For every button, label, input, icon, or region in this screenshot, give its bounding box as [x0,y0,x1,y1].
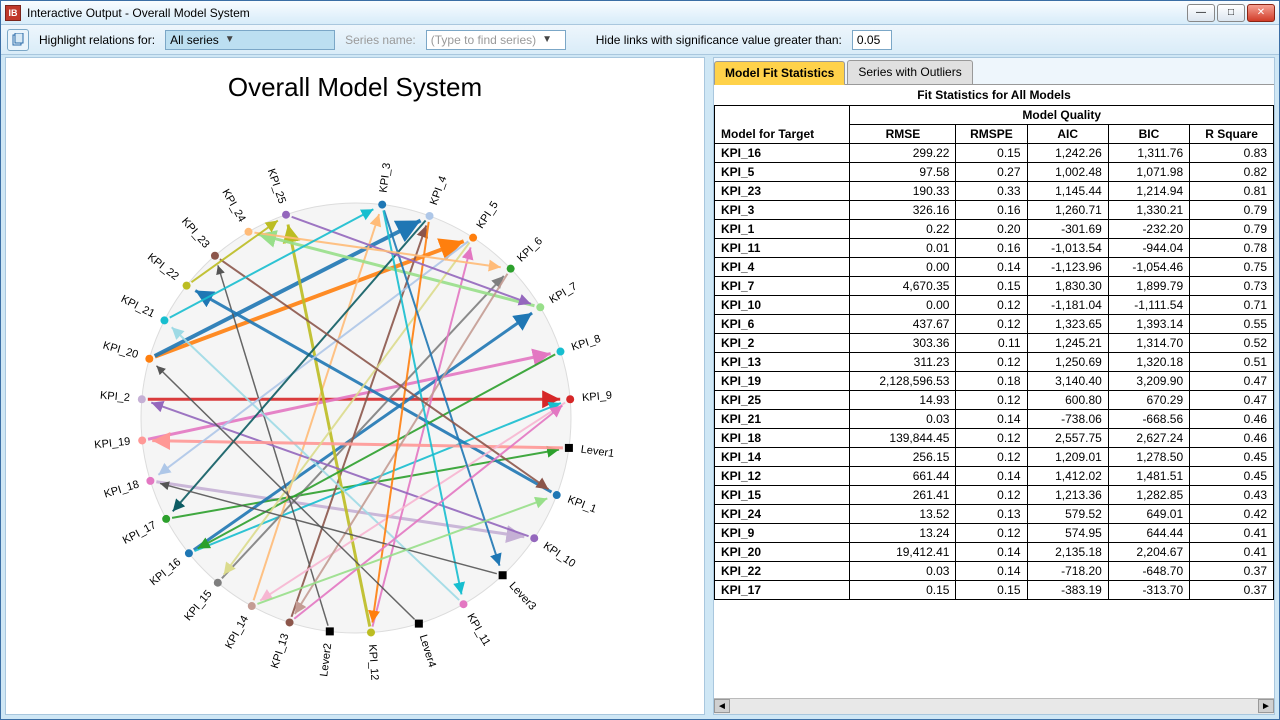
highlight-label: Highlight relations for: [39,33,155,47]
chart-panel: Overall Model System KPI_3KPI_4KPI_5KPI_… [5,57,705,715]
table-row[interactable]: KPI_6437.670.121,323.651,393.140.55 [715,315,1274,334]
svg-text:KPI_2: KPI_2 [99,390,130,405]
table-row[interactable]: KPI_18139,844.450.122,557.752,627.240.46 [715,429,1274,448]
table-row[interactable]: KPI_597.580.271,002.481,071.980.82 [715,163,1274,182]
window-title: Interactive Output - Overall Model Syste… [27,6,1187,20]
minimize-button[interactable]: — [1187,4,1215,22]
chevron-down-icon: ▼ [542,34,552,45]
series-label: Series name: [345,33,416,47]
svg-text:KPI_25: KPI_25 [265,167,288,205]
svg-text:KPI_17: KPI_17 [121,519,159,547]
svg-text:KPI_1: KPI_1 [566,494,598,516]
table-row[interactable]: KPI_16299.220.151,242.261,311.760.83 [715,144,1274,163]
table-row[interactable]: KPI_220.030.14-718.20-648.700.37 [715,562,1274,581]
chevron-down-icon: ▼ [225,34,235,45]
table-row[interactable]: KPI_110.010.16-1,013.54-944.040.78 [715,239,1274,258]
svg-text:KPI_5: KPI_5 [475,199,501,231]
series-placeholder: (Type to find series) [431,33,536,47]
table-row[interactable]: KPI_2303.360.111,245.211,314.700.52 [715,334,1274,353]
table-row[interactable]: KPI_13311.230.121,250.691,320.180.51 [715,353,1274,372]
table-row[interactable]: KPI_40.000.14-1,123.96-1,054.460.75 [715,258,1274,277]
highlight-combo[interactable]: All series ▼ [165,30,335,50]
tab-fit-stats[interactable]: Model Fit Statistics [714,61,845,85]
svg-text:Lever1: Lever1 [580,444,615,461]
svg-text:KPI_15: KPI_15 [182,588,214,623]
svg-text:KPI_4: KPI_4 [428,174,450,206]
hide-label: Hide links with significance value great… [596,33,842,47]
chart-title: Overall Model System [6,58,704,103]
scroll-right-icon[interactable]: ► [1258,699,1274,713]
col-rmspe: RMSPE [956,125,1027,144]
table-row[interactable]: KPI_2413.520.13579.52649.010.42 [715,505,1274,524]
svg-text:KPI_18: KPI_18 [103,479,141,501]
col-aic: AIC [1027,125,1108,144]
svg-text:KPI_22: KPI_22 [145,251,181,283]
svg-text:KPI_14: KPI_14 [223,614,251,651]
stats-table: Model for TargetModel QualityRMSERMSPEAI… [714,105,1274,600]
table-row[interactable]: KPI_913.240.12574.95644.440.41 [715,524,1274,543]
table-row[interactable]: KPI_192,128,596.530.183,140.403,209.900.… [715,372,1274,391]
copy-icon[interactable] [7,29,29,51]
h-scrollbar[interactable]: ◄ ► [714,698,1274,714]
svg-text:KPI_10: KPI_10 [541,540,578,570]
scroll-left-icon[interactable]: ◄ [714,699,730,713]
svg-text:KPI_12: KPI_12 [366,644,380,681]
svg-text:KPI_21: KPI_21 [119,293,157,320]
titlebar[interactable]: IB Interactive Output - Overall Model Sy… [1,1,1279,25]
table-caption: Fit Statistics for All Models [714,85,1274,105]
toolbar: Highlight relations for: All series ▼ Se… [1,25,1279,55]
svg-text:KPI_20: KPI_20 [101,340,139,361]
significance-input[interactable] [852,30,892,50]
svg-text:KPI_8: KPI_8 [570,333,602,354]
svg-text:KPI_6: KPI_6 [515,235,545,264]
tab-outliers[interactable]: Series with Outliers [847,60,972,84]
svg-text:KPI_9: KPI_9 [582,390,613,405]
series-combo[interactable]: (Type to find series) ▼ [426,30,566,50]
table-row[interactable]: KPI_2019,412.410.142,135.182,204.670.41 [715,543,1274,562]
svg-text:KPI_13: KPI_13 [269,632,292,670]
close-button[interactable]: ✕ [1247,4,1275,22]
table-row[interactable]: KPI_12661.440.141,412.021,481.510.45 [715,467,1274,486]
table-row[interactable]: KPI_170.150.15-383.19-313.700.37 [715,581,1274,600]
highlight-value: All series [170,33,219,47]
network-chart[interactable]: KPI_3 KPI_4 KPI_5 KPI_6KPI_7 KPI_8 KPI_9 Lever… [6,108,705,715]
table-row[interactable]: KPI_2514.930.12600.80670.290.47 [715,391,1274,410]
table-row[interactable]: KPI_14256.150.121,209.011,278.500.45 [715,448,1274,467]
svg-text:KPI_3: KPI_3 [378,162,394,193]
table-row[interactable]: KPI_10.220.20-301.69-232.200.79 [715,220,1274,239]
svg-text:KPI_23: KPI_23 [179,215,212,250]
table-row[interactable]: KPI_74,670.350.151,830.301,899.790.73 [715,277,1274,296]
col-bic: BIC [1108,125,1189,144]
splitter[interactable] [706,57,712,715]
table-row[interactable]: KPI_3326.160.161,260.711,330.210.79 [715,201,1274,220]
app-window: IB Interactive Output - Overall Model Sy… [0,0,1280,720]
svg-text:Lever2: Lever2 [318,643,334,678]
stats-panel: Model Fit Statistics Series with Outlier… [713,57,1275,715]
table-row[interactable]: KPI_100.000.12-1,181.04-1,111.540.71 [715,296,1274,315]
col-target: Model for Target [715,106,850,144]
svg-text:KPI_7: KPI_7 [547,280,579,306]
svg-text:KPI_11: KPI_11 [464,612,492,649]
svg-text:KPI_24: KPI_24 [219,187,247,224]
app-icon: IB [5,5,21,21]
table-row[interactable]: KPI_210.030.14-738.06-668.560.46 [715,410,1274,429]
svg-text:KPI_16: KPI_16 [148,556,184,588]
table-row[interactable]: KPI_23190.330.331,145.441,214.940.81 [715,182,1274,201]
svg-text:Lever3: Lever3 [506,580,538,613]
table-row[interactable]: KPI_15261.410.121,213.361,282.850.43 [715,486,1274,505]
col-r-square: R Square [1190,125,1274,144]
col-rmse: RMSE [850,125,956,144]
maximize-button[interactable]: □ [1217,4,1245,22]
tabstrip: Model Fit Statistics Series with Outlier… [714,58,1274,85]
svg-text:Lever4: Lever4 [417,633,438,669]
svg-text:KPI_19: KPI_19 [94,436,131,452]
col-group-quality: Model Quality [850,106,1274,125]
table-scroll[interactable]: Fit Statistics for All Models Model for … [714,85,1274,698]
